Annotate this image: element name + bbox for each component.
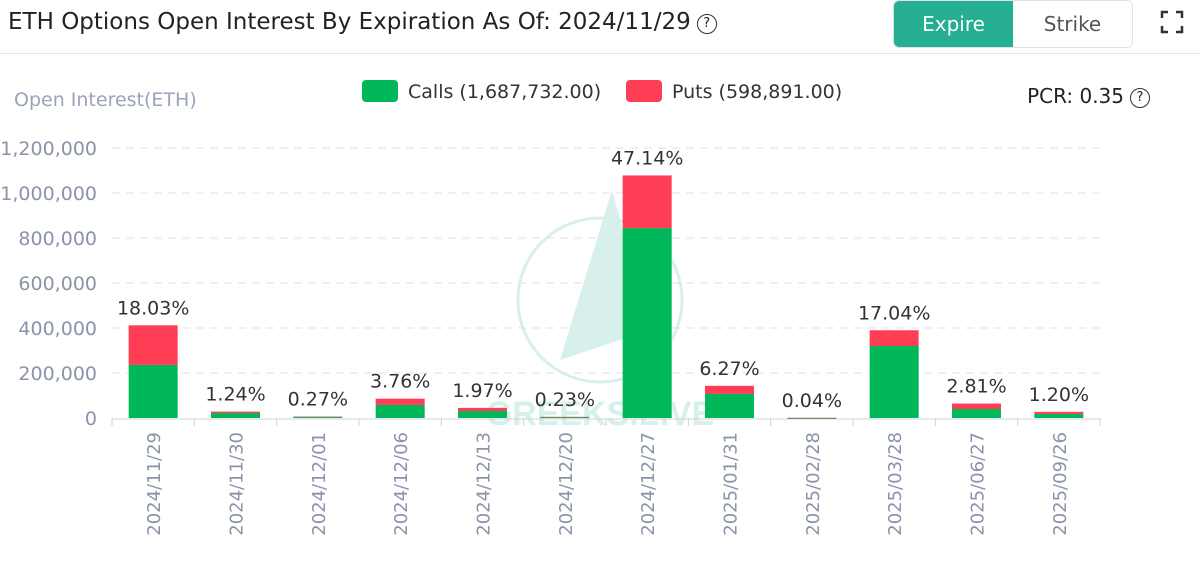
legend-calls-swatch — [362, 80, 398, 102]
bar-puts — [705, 385, 754, 394]
legend-puts[interactable]: Puts (598,891.00) — [672, 81, 842, 103]
strike-tab[interactable]: Strike — [1013, 1, 1132, 47]
bar-calls — [540, 417, 590, 419]
chart-title: ETH Options Open Interest By Expiration … — [8, 9, 717, 35]
watermark: GREEKS.LIVE — [486, 190, 715, 433]
legend-calls[interactable]: Calls (1,687,732.00) — [408, 81, 601, 103]
bar-calls — [869, 346, 919, 418]
data-label: 0.23% — [535, 389, 595, 411]
bar-puts — [128, 325, 178, 365]
data-label: 3.76% — [370, 371, 430, 393]
bar-puts — [458, 407, 507, 412]
y-tick-label: 0 — [85, 408, 97, 430]
question-circle-icon[interactable]: ? — [696, 14, 717, 34]
data-label: 18.03% — [117, 297, 189, 319]
bar-puts — [787, 417, 837, 419]
y-tick-label: 600,000 — [18, 273, 97, 295]
bar-calls — [952, 409, 1001, 418]
bar-calls — [787, 417, 837, 419]
y-tick-label: 1,200,000 — [0, 138, 97, 160]
x-tick-label: 2025/01/31 — [721, 432, 742, 536]
bar-puts — [1034, 411, 1084, 414]
x-tick-label: 2024/12/27 — [638, 432, 659, 536]
data-label: 1.24% — [205, 384, 265, 406]
data-label: 47.14% — [611, 147, 683, 169]
bar-puts — [540, 416, 590, 418]
y-axis-label: Open Interest(ETH) — [14, 89, 197, 111]
legend-puts-swatch — [626, 80, 662, 102]
bar-calls — [705, 393, 754, 418]
bar-puts — [293, 416, 343, 418]
legend: Calls (1,687,732.00) Puts (598,891.00) — [362, 80, 842, 103]
view-toggle: Expire Strike — [893, 0, 1133, 48]
bar-calls — [458, 411, 507, 418]
data-label: 0.27% — [288, 389, 348, 411]
x-tick-label: 2024/12/01 — [309, 432, 330, 536]
data-label: 0.04% — [782, 390, 842, 412]
bar-calls — [293, 416, 343, 418]
bar-puts — [622, 175, 672, 229]
bar-calls — [1034, 413, 1084, 418]
bar-calls — [622, 228, 672, 418]
title-text: ETH Options Open Interest By Expiration … — [8, 9, 691, 35]
y-tick-label: 1,000,000 — [0, 183, 97, 205]
pcr-label: PCR: 0.35 — [1027, 84, 1124, 108]
bar-calls — [128, 364, 178, 418]
pcr-readout: PCR: 0.35? — [1027, 84, 1150, 108]
y-tick-label: 400,000 — [18, 318, 97, 340]
question-circle-icon[interactable]: ? — [1130, 88, 1150, 108]
fullscreen-icon[interactable] — [1160, 10, 1184, 34]
data-label: 1.20% — [1029, 384, 1089, 406]
data-label: 1.97% — [452, 380, 512, 402]
bar-puts — [211, 411, 260, 414]
x-tick-label: 2025/09/26 — [1050, 432, 1071, 536]
expire-tab[interactable]: Expire — [894, 1, 1013, 47]
x-tick-label: 2025/03/28 — [885, 432, 906, 536]
x-tick-label: 2025/02/28 — [803, 432, 824, 536]
svg-text:GREEKS.LIVE: GREEKS.LIVE — [486, 395, 715, 433]
data-label: 2.81% — [946, 376, 1006, 398]
y-tick-label: 200,000 — [18, 363, 97, 385]
x-tick-label: 2024/12/20 — [556, 432, 577, 536]
bar-calls — [375, 404, 425, 418]
x-tick-label: 2024/11/30 — [227, 432, 248, 536]
bar-calls — [211, 413, 260, 418]
bar-puts — [869, 330, 919, 346]
x-tick-label: 2024/12/13 — [474, 432, 495, 536]
x-tick-label: 2024/11/29 — [144, 432, 165, 536]
bar-puts — [375, 398, 425, 405]
data-label: 17.04% — [858, 302, 930, 324]
x-tick-label: 2024/12/06 — [391, 432, 412, 536]
bar-puts — [952, 403, 1001, 409]
header-divider — [0, 53, 1200, 54]
y-tick-label: 800,000 — [18, 228, 97, 250]
data-label: 6.27% — [699, 358, 759, 380]
x-tick-label: 2025/06/27 — [968, 432, 989, 536]
